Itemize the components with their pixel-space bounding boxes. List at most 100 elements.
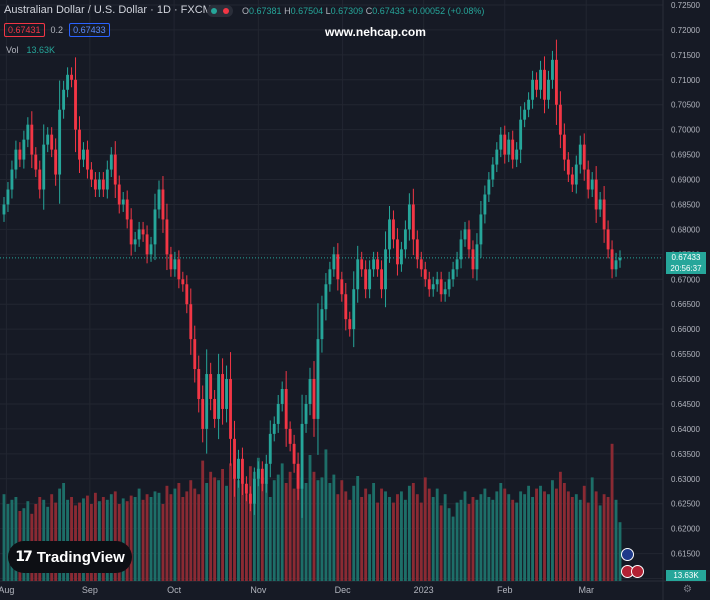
candle-body <box>344 294 348 320</box>
candle-body <box>388 219 391 250</box>
volume-bar <box>551 480 554 581</box>
volume-bar <box>602 494 606 581</box>
volume-bar <box>181 497 185 581</box>
candle-body <box>185 284 189 305</box>
candle-body <box>403 229 407 250</box>
volume-bar <box>368 494 372 581</box>
sell-price-button[interactable]: 0.67431 <box>4 23 45 37</box>
candle-body <box>574 164 578 185</box>
candle-body <box>570 174 574 185</box>
volume-bar <box>471 497 475 581</box>
candle-body <box>141 229 145 235</box>
candle-body <box>368 269 372 290</box>
candle-body <box>602 199 606 230</box>
candle-body <box>197 369 201 399</box>
candle-body <box>316 339 320 419</box>
volume-bar <box>229 463 232 581</box>
y-tick-label: 0.62000 <box>671 525 700 534</box>
volume-legend[interactable]: Vol 13.63K <box>6 45 55 55</box>
volume-bar <box>268 497 272 581</box>
volume-bar <box>507 494 511 581</box>
candle-body <box>487 179 491 195</box>
volume-bar <box>10 499 14 581</box>
volume-bar <box>153 491 157 581</box>
candle-body <box>399 249 403 265</box>
us-flag-icon-2[interactable] <box>631 565 644 578</box>
candle-body <box>46 134 50 145</box>
volume-bar <box>344 491 348 581</box>
candle-body <box>165 219 169 255</box>
volume-bar <box>364 488 368 581</box>
candle-body <box>50 134 54 150</box>
candle-body <box>320 309 324 340</box>
volume-bar <box>435 488 439 581</box>
x-tick-label: Aug <box>0 585 14 595</box>
y-tick-label: 0.66000 <box>671 325 700 334</box>
candle-body <box>535 79 538 90</box>
volume-bar <box>201 460 205 581</box>
candle-body <box>157 189 161 210</box>
volume-bar <box>2 494 6 581</box>
volume-bar <box>304 483 308 581</box>
volume-bar <box>292 488 296 581</box>
settings-gear-icon[interactable]: ⚙ <box>683 584 692 595</box>
candle-body <box>189 304 193 340</box>
candle-body <box>515 149 519 160</box>
volume-bar <box>491 499 495 581</box>
volume-bar <box>574 494 578 581</box>
x-tick-label: Mar <box>578 585 594 595</box>
volume-bar <box>256 457 260 581</box>
volume-bar <box>280 463 284 581</box>
chart-header: Australian Dollar / U.S. Dollar · 1D · F… <box>4 4 212 16</box>
candle-body <box>121 199 125 205</box>
candle-body <box>205 374 209 429</box>
australia-flag-icon[interactable] <box>621 548 634 561</box>
candle-body <box>491 164 495 180</box>
open-value: 0.67381 <box>249 6 282 16</box>
candle-body <box>415 239 419 260</box>
candle-body <box>153 209 157 245</box>
candle-body <box>113 154 117 185</box>
candle-body <box>66 74 70 90</box>
volume-bar <box>177 483 181 581</box>
candle-body <box>117 184 121 205</box>
volume-bar <box>610 443 614 581</box>
candle-body <box>499 134 503 150</box>
candle-body <box>213 398 217 419</box>
candle-body <box>411 204 415 240</box>
candle-body <box>209 374 213 399</box>
buy-price-button[interactable]: 0.67433 <box>69 23 110 37</box>
volume-bar <box>252 471 256 581</box>
volume-bar <box>598 505 602 581</box>
market-status-toggle[interactable] <box>207 5 233 17</box>
candle-body <box>586 169 590 190</box>
volume-bar <box>157 492 161 581</box>
candle-body <box>252 478 256 504</box>
candle-body <box>284 388 288 429</box>
volume-bar <box>467 504 471 581</box>
candle-body <box>225 379 228 409</box>
candle-body <box>483 194 487 215</box>
volume-bar <box>515 502 519 581</box>
y-tick-label: 0.61500 <box>671 550 700 559</box>
volume-bar <box>137 488 141 581</box>
high-value: 0.67504 <box>290 6 324 16</box>
high-key: H <box>284 6 291 16</box>
volume-bar <box>558 471 562 581</box>
candle-body <box>427 279 431 290</box>
y-tick-label: 0.64500 <box>671 400 700 409</box>
volume-bar <box>419 502 423 581</box>
x-tick-label: Feb <box>497 585 513 595</box>
volume-bar <box>376 502 380 581</box>
volume-bar <box>459 499 463 581</box>
volume-bar <box>185 491 189 581</box>
y-tick-label: 0.63500 <box>671 450 700 459</box>
tradingview-badge[interactable]: 17 TradingView <box>8 541 132 573</box>
candle-body <box>280 388 284 404</box>
volume-bar <box>165 485 169 581</box>
volume-bar <box>547 494 550 581</box>
last-price-value: 0.67433 <box>671 253 701 262</box>
candle-body <box>221 374 225 409</box>
symbol-title[interactable]: Australian Dollar / U.S. Dollar · 1D · F… <box>4 4 212 16</box>
